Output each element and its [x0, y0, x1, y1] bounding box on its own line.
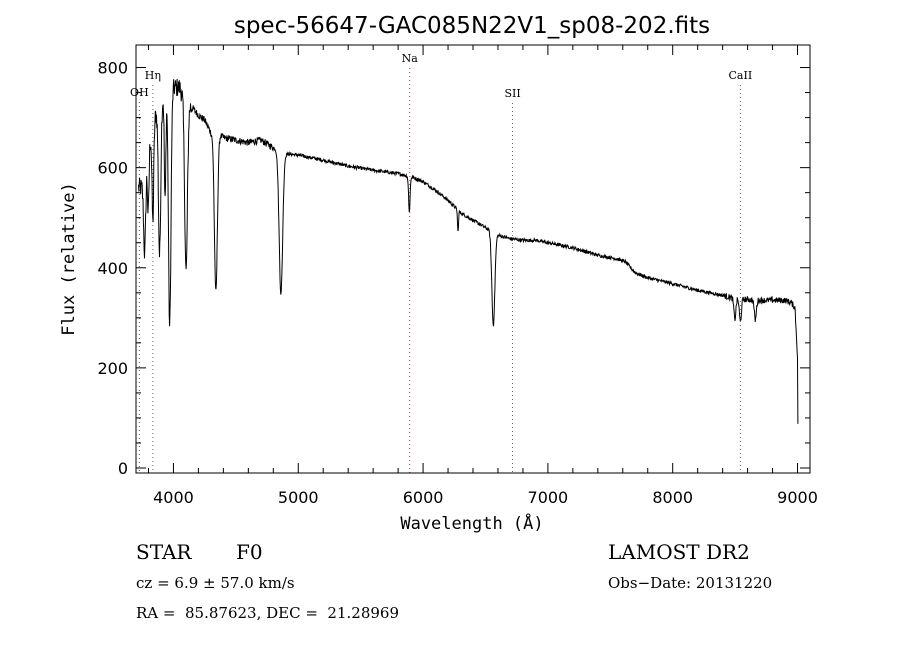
coordinates: RA = 85.87623, DEC = 21.28969: [136, 604, 400, 622]
marker-label-caii: CaII: [729, 69, 753, 82]
x-tick-label: 5000: [278, 488, 319, 507]
x-tick-label: 8000: [652, 488, 693, 507]
y-tick-label: 800: [97, 59, 128, 78]
marker-label-hη: Hη: [145, 69, 161, 82]
x-tick-label: 4000: [153, 488, 194, 507]
plot-frame: [135, 44, 811, 474]
chart-title: spec-56647-GAC085N22V1_sp08-202.fits: [234, 13, 710, 39]
spectrum-line: [138, 78, 799, 424]
axis-ticks: 4000 5000 6000 7000 8000 9000 0 200 400 600 800: [97, 45, 818, 507]
y-tick-label: 400: [97, 259, 128, 278]
y-tick-label: 200: [97, 359, 128, 378]
observation-date: Obs−Date: 20131220: [608, 574, 773, 592]
object-class: STAR: [136, 540, 192, 564]
x-axis-label: Wavelength (Å): [400, 512, 543, 534]
marker-label-sii: SII: [504, 87, 520, 100]
x-tick-label: 7000: [528, 488, 569, 507]
x-tick-label: 6000: [403, 488, 444, 507]
marker-label-na: Na: [402, 52, 419, 65]
y-axis-label: Flux (relative): [59, 182, 79, 336]
x-tick-label: 9000: [777, 488, 818, 507]
redshift-value: cz = 6.9 ± 57.0 km/s: [136, 574, 295, 592]
y-tick-label: 0: [118, 459, 128, 478]
survey-name: LAMOST DR2: [608, 540, 750, 564]
y-tick-label: 600: [97, 159, 128, 178]
spectral-subclass: F0: [236, 540, 263, 564]
